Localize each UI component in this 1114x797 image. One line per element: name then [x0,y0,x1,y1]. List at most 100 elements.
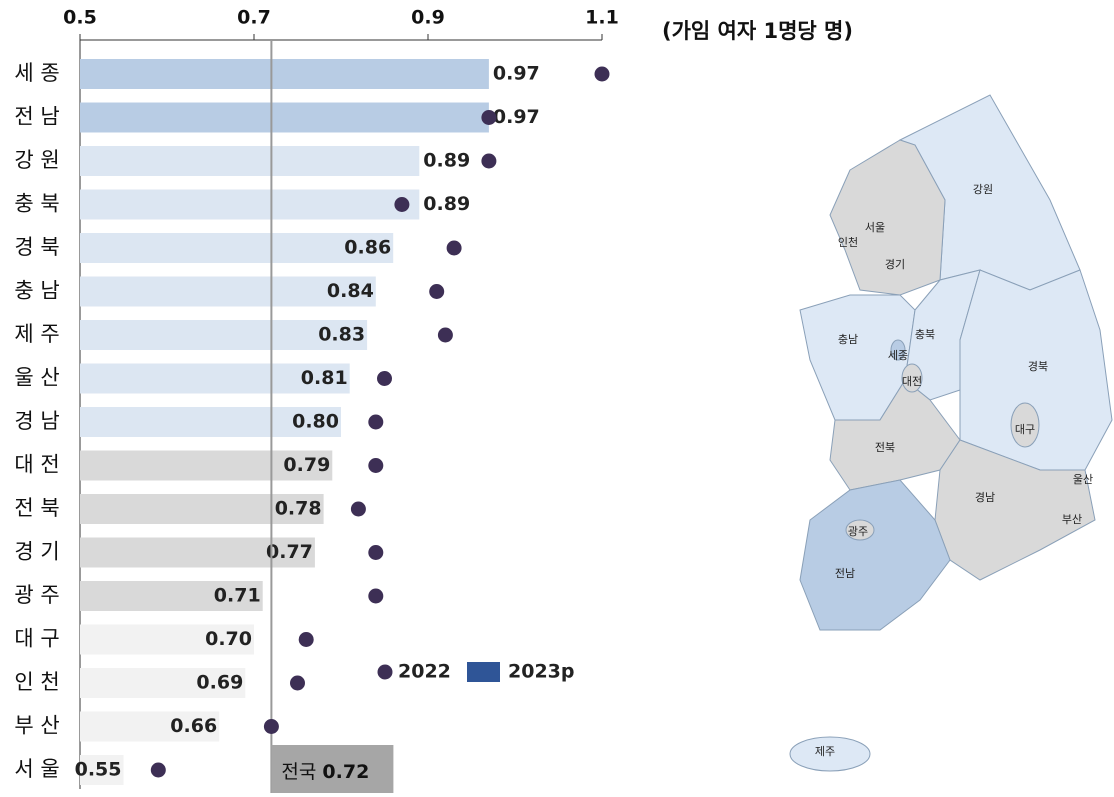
chart-title: (가임 여자 1명당 명) [662,19,853,43]
reference-box [271,745,394,793]
legend-marker [467,662,500,682]
map-label: 서울 [865,221,885,234]
bar [80,755,124,785]
value-label: 0.84 [327,280,374,302]
category-label: 인 천 [14,670,59,694]
value-label: 0.78 [275,498,322,520]
bar [80,320,368,350]
category-label: 제 주 [14,322,59,346]
bar [80,537,315,568]
value-label: 0.81 [301,367,348,389]
category-label: 대 전 [14,453,59,477]
dot [263,719,279,734]
value-label: 0.97 [493,106,540,128]
category-label: 서 울 [14,757,59,781]
bar [80,146,420,176]
bar [80,102,489,133]
dot [150,762,166,778]
value-label: 0.86 [344,237,391,259]
map-label: 충북 [915,328,935,341]
value-label: 0.66 [170,715,217,737]
dot [350,501,366,517]
value-label: 0.70 [205,628,252,650]
map-label: 경기 [885,258,905,271]
dot [368,458,384,473]
value-label: 0.79 [283,454,330,476]
category-label: 경 남 [14,409,59,433]
legend-label: 2023p [508,661,574,683]
dot [368,414,384,430]
value-label: 0.80 [292,411,339,433]
reference-name: 전국 [281,761,316,783]
map-label: 강원 [973,183,993,196]
bar [80,407,341,437]
bar [80,59,489,89]
bar [80,276,376,307]
map-region [829,139,946,296]
category-label: 부 산 [14,714,59,738]
bar [80,668,246,698]
category-label: 광 주 [14,583,59,607]
value-label: 0.97 [493,63,540,85]
x-tick-label: 0.9 [411,7,445,29]
map-city [901,363,923,393]
dot [429,284,445,299]
bar [80,189,420,220]
category-label: 경 기 [14,540,59,564]
bar [80,624,254,655]
dot [394,197,410,212]
map-label: 대구 [1015,423,1035,436]
dot [446,240,462,256]
map-city [890,339,906,361]
map-label: 세종 [888,349,908,362]
value-label: 0.89 [423,193,470,215]
map-region [789,736,871,772]
x-tick-label: 1.1 [585,7,619,29]
value-label: 0.77 [266,541,313,563]
dot [298,632,314,647]
dot [377,371,392,386]
legend-marker [377,664,393,680]
map-label: 인천 [838,235,858,249]
map-city [845,519,875,541]
category-label: 강 원 [14,148,59,172]
dot [594,66,610,82]
x-tick-label: 0.5 [63,7,97,29]
category-label: 전 북 [14,496,59,520]
bar [80,363,350,394]
map [789,94,1113,772]
category-label: 울 산 [14,366,59,390]
reference-label: 전국 0.72 [281,761,369,783]
dot [368,588,384,604]
dot [481,153,497,169]
legend-label: 2022 [398,661,451,683]
value-label: 0.55 [75,759,122,781]
dot [437,327,453,343]
bar [80,450,333,481]
reference-value: 0.72 [322,761,369,783]
value-label: 0.71 [214,585,261,607]
value-label: 0.69 [196,672,243,694]
dot [290,675,305,691]
x-tick-label: 0.7 [237,7,271,29]
category-label: 충 남 [14,279,59,303]
dot [481,110,497,125]
map-city [1010,402,1040,448]
category-label: 충 북 [14,192,59,216]
bar [80,233,394,263]
map-label: 울산 [1073,473,1093,486]
bar [80,711,220,742]
map-region [959,269,1113,471]
value-label: 0.89 [423,150,470,172]
map-label: 전남 [835,567,855,580]
category-label: 전 남 [14,105,59,129]
map-label: 충남 [838,333,858,346]
category-label: 경 북 [14,235,59,259]
value-label: 0.83 [318,324,365,346]
map-label: 전북 [875,441,895,454]
bar [80,581,263,611]
map-label: 부산 [1062,513,1082,526]
bar [80,494,324,524]
map-label: 경북 [1028,360,1048,373]
map-label: 광주 [848,525,868,538]
